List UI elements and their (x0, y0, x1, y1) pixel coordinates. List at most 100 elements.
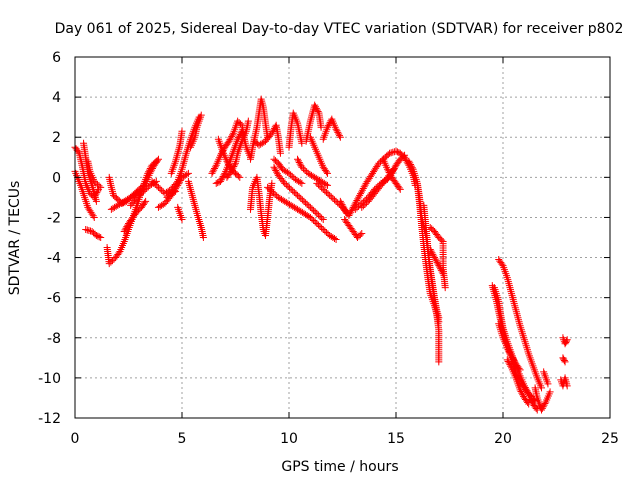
data-point-marker (408, 164, 416, 172)
data-point-marker (318, 224, 326, 232)
data-point-marker (153, 182, 161, 190)
data-point-marker (284, 182, 292, 190)
data-point-marker (329, 194, 337, 202)
data-point-marker (209, 168, 217, 176)
data-point-marker (426, 246, 434, 254)
data-point-marker (359, 202, 367, 210)
data-point-marker (90, 213, 98, 221)
x-tick-label: 10 (280, 431, 298, 447)
data-point-marker (516, 366, 524, 374)
data-point-marker (156, 185, 164, 193)
data-point-marker (390, 165, 398, 173)
data-point-marker (311, 218, 319, 226)
data-point-marker (432, 257, 440, 265)
data-point-marker (313, 209, 321, 217)
data-point-marker (235, 132, 243, 140)
data-point-marker (225, 160, 233, 168)
data-point-marker (151, 159, 159, 167)
data-point-marker (121, 226, 129, 234)
data-point-marker (298, 179, 306, 187)
data-point-marker (386, 149, 394, 157)
data-point-marker (508, 353, 516, 361)
data-point-marker (287, 185, 295, 193)
data-point-marker (268, 187, 276, 195)
data-point-marker (178, 215, 186, 223)
data-point-marker (314, 221, 322, 229)
data-point-marker (218, 174, 226, 182)
data-point-marker (428, 249, 436, 257)
data-point-marker (224, 159, 232, 167)
data-point-marker (524, 398, 532, 406)
data-point-marker (507, 350, 515, 358)
data-point-marker (333, 127, 341, 135)
data-point-marker (302, 199, 310, 207)
data-point-marker (93, 180, 101, 188)
data-point-marker (439, 270, 447, 278)
data-point-marker (322, 168, 330, 176)
data-point-marker (211, 163, 219, 171)
data-point-marker (363, 199, 371, 207)
data-point-marker (133, 193, 141, 201)
data-point-marker (145, 166, 153, 174)
data-point-marker (407, 162, 415, 170)
data-point-marker (517, 388, 525, 396)
data-point-marker (296, 160, 304, 168)
data-point-marker (356, 231, 364, 239)
y-axis-label: SDTVAR / TECUs (7, 181, 23, 296)
data-point-marker (214, 179, 222, 187)
data-point-marker (92, 179, 100, 187)
data-point-marker (311, 101, 319, 109)
data-layer (71, 95, 571, 414)
data-point-marker (540, 401, 548, 409)
data-point-marker (141, 199, 149, 207)
data-point-marker (431, 254, 439, 262)
data-point-marker (148, 177, 156, 185)
data-point-marker (294, 155, 302, 163)
data-point-marker (135, 192, 143, 200)
data-point-marker (330, 196, 338, 204)
x-tick-label: 0 (71, 431, 80, 447)
data-point-marker (316, 212, 324, 220)
data-point-marker (208, 169, 216, 177)
data-point-marker (319, 215, 327, 223)
data-point-marker (138, 189, 146, 197)
data-point-marker (347, 208, 355, 216)
data-point-marker (146, 165, 154, 173)
data-point-marker (332, 236, 340, 244)
y-tick-label: 0 (52, 170, 61, 186)
data-point-marker (538, 384, 546, 392)
data-point-marker (541, 400, 549, 408)
data-point-marker (108, 257, 116, 265)
data-point-marker (296, 178, 304, 186)
data-point-marker (435, 262, 443, 270)
data-point-marker (89, 212, 97, 220)
data-point-marker (288, 172, 296, 180)
data-point-marker (225, 137, 233, 145)
data-point-marker (319, 185, 327, 193)
data-point-marker (326, 191, 334, 199)
data-point-marker (332, 125, 340, 133)
data-point-marker (230, 163, 238, 171)
data-point-marker (120, 227, 128, 235)
data-point-marker (345, 211, 353, 219)
data-point-marker (498, 260, 506, 268)
data-point-marker (107, 258, 115, 266)
data-point-marker (324, 123, 332, 131)
data-point-marker (375, 159, 383, 167)
data-point-marker (226, 136, 234, 144)
data-point-marker (234, 172, 242, 180)
x-tick-label: 15 (387, 431, 405, 447)
data-point-marker (294, 191, 302, 199)
data-point-marker (383, 165, 391, 173)
data-point-marker (172, 187, 180, 195)
data-point-marker (287, 171, 295, 179)
data-point-marker (563, 336, 571, 344)
y-tick-label: -6 (47, 291, 61, 307)
data-point-marker (387, 149, 395, 157)
data-point-marker (437, 266, 445, 274)
data-point-marker (294, 157, 302, 165)
data-point-marker (317, 123, 325, 131)
data-point-marker (271, 190, 279, 198)
data-point-marker (561, 358, 569, 366)
data-point-marker (298, 196, 306, 204)
